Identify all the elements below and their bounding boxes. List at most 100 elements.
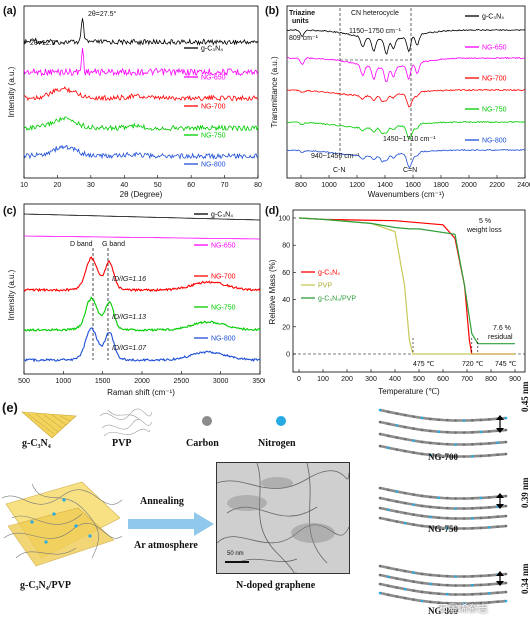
- ng-sheet-layer: [379, 432, 507, 446]
- legend-entry: NG-800: [211, 336, 236, 343]
- atom-dot: [378, 486, 382, 490]
- atom-dot: [420, 494, 424, 498]
- atom-dot: [487, 496, 491, 499]
- atom-dot: [479, 442, 483, 446]
- ftir-series-0: [287, 29, 526, 55]
- atom-dot: [387, 422, 390, 426]
- panel-d-x-tick-label: 600: [437, 376, 449, 383]
- atom-dot: [504, 514, 508, 518]
- gcn-sheet-icon: [21, 411, 77, 439]
- atom-dot: [471, 455, 474, 458]
- atom-dot: [445, 583, 449, 587]
- panel-c-ratio-700: ID/IG=1.16: [112, 276, 146, 283]
- atom-dot: [395, 595, 399, 598]
- panel-d-y-tick-label: 20: [282, 324, 290, 331]
- atom-dot: [445, 601, 449, 605]
- atom-dot: [445, 418, 449, 422]
- atom-dot: [403, 449, 407, 453]
- panel-c-x-tick-label: 2500: [174, 378, 190, 385]
- panel-a-ylabel: Intensity (a.u.): [7, 66, 16, 117]
- panel-b-cdbn-range: 1450~1710 cm⁻¹: [383, 136, 436, 143]
- atom-dot: [378, 444, 382, 448]
- atom-dot: [471, 497, 474, 500]
- panel-b-letter: (b): [265, 5, 279, 17]
- panel-d-x-tick-label: 400: [389, 376, 401, 383]
- atom-dot: [487, 516, 491, 519]
- ng700-label: NG-700: [428, 452, 458, 462]
- panel-d-x-tick-label: 500: [413, 376, 425, 383]
- atom-dot: [387, 575, 390, 579]
- atom-dot: [395, 586, 399, 589]
- atom-dot: [395, 424, 399, 427]
- legend-entry: PVP: [318, 283, 332, 290]
- legend-entry: NG-700: [201, 104, 226, 111]
- carbon-atom-icon: [202, 416, 212, 426]
- panel-c-letter: (c): [3, 205, 17, 217]
- atom-dot: [479, 526, 483, 530]
- panel-e-schematic: (e) g-C₃N₄ PVP Carbon Nitrogen: [0, 381, 530, 621]
- atom-dot: [487, 601, 491, 604]
- panel-d-t475: 475 ℃: [413, 361, 435, 368]
- panel-d-t720: 720 ℃: [462, 361, 484, 368]
- panel-d-ylabel: Relative Mass (%): [268, 259, 277, 324]
- xrd-series-3: [23, 116, 259, 132]
- atom-dot: [454, 443, 457, 446]
- ng-sheet-layer: [379, 516, 507, 530]
- legend-entry: NG-650: [211, 243, 236, 250]
- atom-dot: [454, 517, 457, 520]
- ng-sheet-layer: [379, 582, 507, 596]
- raman-series-1: [24, 235, 260, 240]
- xrd-series-4: [23, 144, 259, 160]
- atom-dot: [504, 572, 508, 576]
- atom-dot: [445, 506, 449, 510]
- atom-dot: [395, 412, 399, 415]
- atmosphere-label: Ar atmosphere: [134, 540, 198, 551]
- panel-d-y-tick-label: 60: [282, 270, 290, 277]
- atom-dot: [412, 439, 415, 442]
- atom-dot: [437, 574, 441, 578]
- atom-dot: [454, 497, 457, 500]
- atom-dot: [420, 590, 424, 594]
- atom-dot: [487, 583, 491, 586]
- panel-a-x-tick-label: 10: [20, 182, 28, 189]
- atom-dot: [429, 417, 432, 421]
- atom-dot: [378, 573, 382, 577]
- atom-dot: [462, 507, 466, 510]
- panel-d-y-tick-label: 40: [282, 297, 290, 304]
- atom-dot: [403, 425, 407, 429]
- panel-d-xlabel: Temperature (℃): [378, 387, 440, 396]
- atom-dot: [395, 448, 399, 451]
- panel-a-x-tick-label: 60: [187, 182, 195, 189]
- d750-label: 0.39 nm: [520, 477, 530, 508]
- panel-c-x-tick-label: 1000: [56, 378, 72, 385]
- atom-dot: [378, 564, 382, 568]
- atom-dot: [378, 516, 382, 520]
- legend-entry: g-C₃N₄: [211, 212, 233, 219]
- atom-dot: [471, 517, 474, 520]
- raman-series-4: [23, 327, 261, 363]
- atom-dot: [454, 602, 457, 605]
- atom-dot: [462, 593, 466, 596]
- atom-dot: [429, 600, 432, 604]
- atom-dot: [454, 455, 457, 458]
- atom-dot: [504, 590, 508, 594]
- atom-dot: [420, 581, 424, 585]
- panel-b-x-tick-label: 1600: [405, 182, 421, 189]
- atom-dot: [504, 524, 508, 528]
- ng-sheet-layer: [379, 564, 507, 578]
- atom-dot: [403, 491, 407, 495]
- atom-dot: [437, 601, 441, 605]
- panel-b-cn-range: 940~1450 cm⁻¹: [311, 153, 360, 160]
- panel-c-x-tick-label: 3500: [252, 378, 265, 385]
- atom-dot: [496, 453, 499, 457]
- panel-d-t745: 745 ℃: [495, 361, 517, 368]
- panel-c-g-band: G band: [102, 241, 125, 248]
- atom-dot: [496, 525, 499, 529]
- atom-dot: [437, 430, 441, 434]
- panel-c-x-tick-label: 2000: [134, 378, 150, 385]
- panel-d-frame: [292, 209, 526, 373]
- legend-carbon-label: Carbon: [186, 438, 219, 449]
- panel-a-xlabel: 2θ (Degree): [120, 190, 163, 199]
- atom-dot: [496, 600, 499, 604]
- atom-dot: [403, 501, 407, 505]
